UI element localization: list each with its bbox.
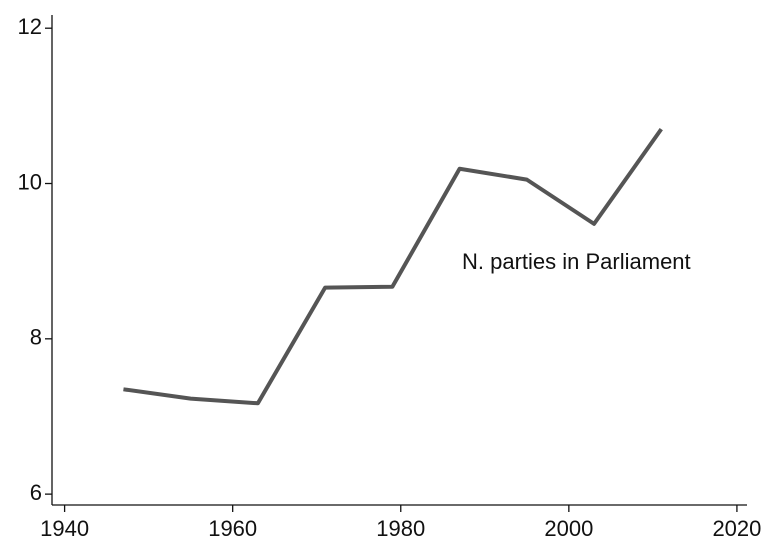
y-tick-label: 12 <box>18 14 42 39</box>
x-tick-label: 1960 <box>208 516 257 541</box>
y-tick-label: 8 <box>30 325 42 350</box>
x-tick-label: 2000 <box>544 516 593 541</box>
annotation: N. parties in Parliament <box>462 249 691 274</box>
y-tick-label: 10 <box>18 169 42 194</box>
y-tick-label: 6 <box>30 480 42 505</box>
x-tick-label: 2020 <box>712 516 761 541</box>
x-tick-label: 1980 <box>376 516 425 541</box>
x-tick-label: 1940 <box>40 516 89 541</box>
data-line <box>123 127 663 406</box>
